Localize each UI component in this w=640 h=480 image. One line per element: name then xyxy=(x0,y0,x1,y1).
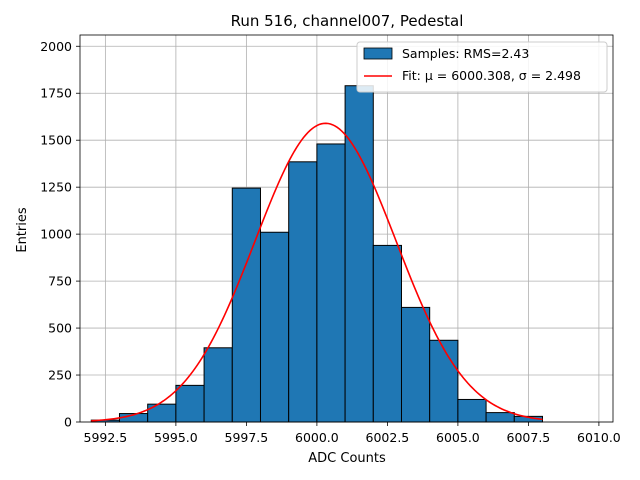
histogram-bar xyxy=(259,231,290,423)
x-tick-label: 5997.5 xyxy=(225,430,269,445)
plot-frame xyxy=(79,34,614,423)
y-tick-label: 1500 xyxy=(40,133,72,148)
x-tick-label: 6002.5 xyxy=(366,430,410,445)
legend-swatch-samples xyxy=(363,47,393,60)
histogram-bar xyxy=(316,143,346,423)
y-tick-label: 750 xyxy=(48,274,72,289)
y-tick-label: 1750 xyxy=(40,86,72,101)
y-tick-label: 250 xyxy=(48,368,72,383)
histogram-bar xyxy=(203,347,233,423)
y-axis-label: Entries xyxy=(15,207,30,253)
histogram-bar xyxy=(231,187,261,423)
x-tick-label: 5995.0 xyxy=(154,430,198,445)
histogram-bar xyxy=(288,161,318,423)
histogram-bar xyxy=(429,339,459,423)
legend-label-samples: Samples: RMS=2.43 xyxy=(402,46,529,61)
y-axis-ticks: 0 250 500 750 1000 1250 1500 1750 2000 xyxy=(40,39,80,430)
x-axis-ticks: 5992.5 5995.0 5997.5 6000.0 6002.5 6005.0 6007… xyxy=(84,422,621,445)
y-tick-label: 1250 xyxy=(40,180,72,195)
histogram-bar xyxy=(485,412,515,423)
y-tick-label: 1000 xyxy=(40,227,72,242)
chart-title: Run 516, channel007, Pedestal xyxy=(231,12,464,30)
x-axis-label: ADC Counts xyxy=(308,451,386,466)
y-tick-label: 0 xyxy=(64,415,72,430)
histogram-bar xyxy=(372,244,402,423)
x-tick-label: 6010.0 xyxy=(577,430,621,445)
fit-curve-group xyxy=(91,122,543,422)
histogram-bar xyxy=(400,306,431,423)
x-tick-label: 5992.5 xyxy=(84,430,128,445)
legend: Samples: RMS=2.43 Fit: μ = 6000.308, σ =… xyxy=(356,41,608,93)
x-tick-label: 6005.0 xyxy=(436,430,480,445)
histogram-bar xyxy=(457,398,487,423)
x-tick-label: 6000.0 xyxy=(295,430,339,445)
histogram-bars xyxy=(90,85,543,423)
x-tick-label: 6007.5 xyxy=(507,430,551,445)
legend-box xyxy=(356,41,608,93)
y-tick-label: 2000 xyxy=(40,39,72,54)
histogram-bar xyxy=(344,85,374,423)
legend-label-fit: Fit: μ = 6000.308, σ = 2.498 xyxy=(402,68,581,83)
fit-curve xyxy=(91,122,543,422)
y-tick-label: 500 xyxy=(48,321,72,336)
histogram-bar xyxy=(175,384,205,423)
